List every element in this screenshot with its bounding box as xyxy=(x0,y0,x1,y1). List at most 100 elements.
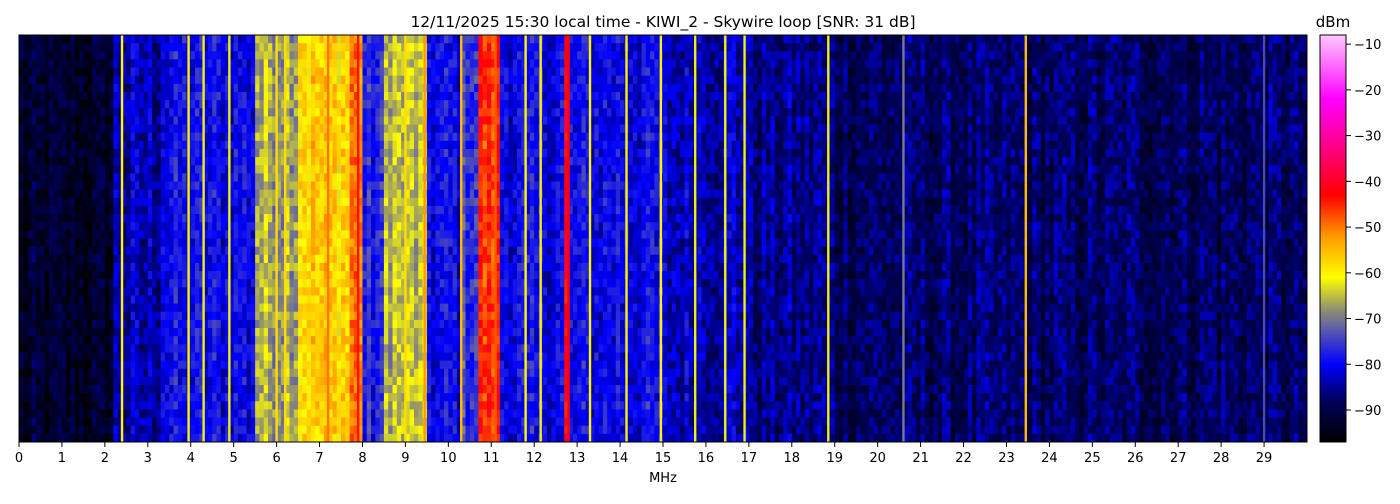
heatmap-cell xyxy=(79,108,84,117)
heatmap-cell xyxy=(894,116,900,125)
heatmap-cell xyxy=(366,157,372,166)
heatmap-cell xyxy=(79,140,84,150)
heatmap-cell xyxy=(1045,140,1050,150)
heatmap-cell xyxy=(1148,83,1153,93)
heatmap-cell xyxy=(920,132,926,142)
heatmap-cell xyxy=(134,132,140,142)
heatmap-cell xyxy=(491,67,496,77)
heatmap-cell xyxy=(1255,51,1261,60)
heatmap-cell xyxy=(207,59,213,68)
heatmap-cell xyxy=(701,116,707,125)
heatmap-cell xyxy=(581,108,587,117)
heatmap-cell xyxy=(710,165,715,174)
heatmap-cell xyxy=(873,83,879,93)
heatmap-cell xyxy=(774,43,780,52)
heatmap-cell xyxy=(1019,157,1025,166)
heatmap-cell xyxy=(482,35,488,44)
heatmap-cell xyxy=(980,140,986,150)
heatmap-cell xyxy=(448,124,454,134)
heatmap-cell xyxy=(912,132,917,142)
heatmap-cell xyxy=(19,75,24,85)
heatmap-cell xyxy=(1036,108,1042,117)
heatmap-cell xyxy=(177,51,183,60)
heatmap-cell xyxy=(452,59,458,68)
heatmap-cell xyxy=(306,75,312,85)
heatmap-cell xyxy=(508,43,514,52)
heatmap-cell xyxy=(134,100,140,109)
heatmap-cell xyxy=(783,75,788,85)
heatmap-cell xyxy=(1268,116,1274,125)
heatmap-cell xyxy=(559,132,565,142)
heatmap-cell xyxy=(735,124,741,134)
heatmap-cell xyxy=(1143,51,1149,60)
heatmap-cell xyxy=(555,83,561,93)
heatmap-cell xyxy=(783,100,788,109)
heatmap-cell xyxy=(899,140,904,150)
heatmap-cell xyxy=(731,132,737,142)
heatmap-cell xyxy=(57,108,63,117)
heatmap-cell xyxy=(1113,148,1119,158)
heatmap-cell xyxy=(873,132,879,142)
heatmap-cell xyxy=(1208,108,1213,117)
heatmap-cell xyxy=(1040,75,1046,85)
heatmap-cell xyxy=(203,148,209,158)
heatmap-cell xyxy=(890,132,896,142)
heatmap-cell xyxy=(547,43,552,52)
heatmap-cell xyxy=(40,148,46,158)
heatmap-cell xyxy=(972,148,977,158)
heatmap-cell xyxy=(195,51,200,60)
heatmap-cell xyxy=(602,100,608,109)
heatmap-cell xyxy=(242,91,247,101)
heatmap-cell xyxy=(263,67,269,77)
heatmap-cell xyxy=(448,140,454,150)
heatmap-cell xyxy=(942,83,947,93)
heatmap-cell xyxy=(1109,67,1115,77)
heatmap-cell xyxy=(366,116,372,125)
heatmap-cell xyxy=(104,132,110,142)
heatmap-cell xyxy=(727,75,733,85)
heatmap-cell xyxy=(886,100,891,109)
heatmap-cell xyxy=(1272,157,1278,166)
heatmap-cell xyxy=(1109,157,1115,166)
heatmap-cell xyxy=(770,83,776,93)
heatmap-cell xyxy=(164,51,170,60)
heatmap-cell xyxy=(216,116,222,125)
heatmap-cell xyxy=(225,116,230,125)
heatmap-cell xyxy=(1259,75,1265,85)
heatmap-cell xyxy=(1139,124,1145,134)
heatmap-cell xyxy=(705,59,711,68)
heatmap-cell xyxy=(924,35,930,44)
heatmap-cell xyxy=(1006,83,1012,93)
heatmap-cell xyxy=(701,59,707,68)
heatmap-cell xyxy=(912,116,917,125)
heatmap-cell xyxy=(1075,124,1080,134)
heatmap-cell xyxy=(796,108,801,117)
heatmap-cell xyxy=(1229,108,1235,117)
heatmap-cell xyxy=(1118,108,1123,117)
heatmap-cell xyxy=(950,75,956,85)
heatmap-cell xyxy=(1079,83,1085,93)
heatmap-cell xyxy=(366,35,372,44)
heatmap-cell xyxy=(259,83,265,93)
heatmap-cell xyxy=(985,124,990,134)
heatmap-cell xyxy=(353,67,359,77)
heatmap-cell xyxy=(671,157,677,166)
heatmap-cell xyxy=(808,140,814,150)
heatmap-cell xyxy=(452,116,458,125)
heatmap-cell xyxy=(594,116,599,125)
heatmap-cell xyxy=(216,43,222,52)
heatmap-cell xyxy=(899,43,904,52)
heatmap-cell xyxy=(1234,35,1239,44)
heatmap-cell xyxy=(697,75,703,85)
heatmap-cell xyxy=(1289,83,1295,93)
heatmap-cell xyxy=(23,116,28,125)
heatmap-cell xyxy=(1242,43,1248,52)
heatmap-cell xyxy=(529,100,535,109)
heatmap-cell xyxy=(182,165,187,174)
heatmap-cell xyxy=(632,157,638,166)
heatmap-cell xyxy=(491,148,496,158)
heatmap-cell xyxy=(534,91,539,101)
heatmap-cell xyxy=(1276,116,1282,125)
heatmap-cell xyxy=(164,100,170,109)
heatmap-cell xyxy=(950,108,956,117)
